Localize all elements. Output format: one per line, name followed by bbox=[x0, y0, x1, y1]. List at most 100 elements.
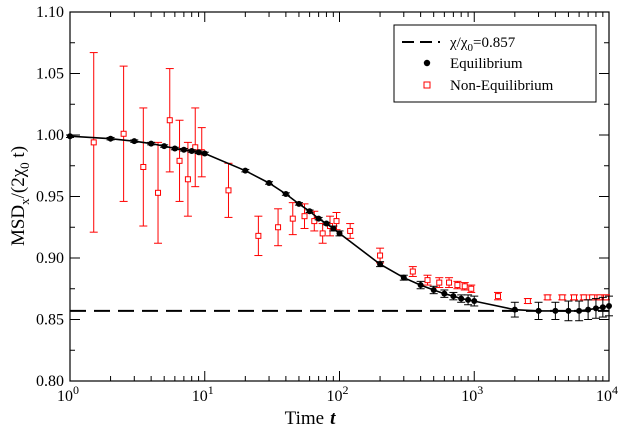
x-tick-label: 104 bbox=[596, 383, 618, 405]
legend-nonequilibrium-label: Non-Equilibrium bbox=[450, 78, 554, 94]
equilibrium-point bbox=[336, 230, 343, 237]
nonequilibrium-point bbox=[409, 268, 416, 275]
y-axis-title: MSDx/(2χ0 t) bbox=[8, 146, 32, 246]
x-tick-label: 102 bbox=[327, 383, 349, 405]
x-axis-title-var: t bbox=[330, 408, 336, 429]
nonequilibrium-point bbox=[446, 279, 453, 286]
equilibrium-point bbox=[450, 293, 457, 300]
nonequilibrium-point bbox=[347, 227, 354, 234]
equilibrium-point bbox=[131, 138, 138, 145]
equilibrium-point bbox=[180, 146, 187, 153]
legend-ref-suffix: =0.857 bbox=[473, 35, 516, 51]
equilibrium-point bbox=[161, 143, 168, 150]
equilibrium-series bbox=[66, 133, 613, 322]
legend-nonequilibrium-marker bbox=[423, 81, 431, 89]
equilibrium-point bbox=[195, 149, 202, 156]
nonequilibrium-point bbox=[275, 224, 282, 231]
equilibrium-point bbox=[148, 140, 155, 147]
equilibrium-point bbox=[535, 307, 542, 314]
nonequilibrium-point bbox=[311, 218, 318, 225]
y-tick-label: 1.05 bbox=[36, 66, 64, 83]
equilibrium-point bbox=[323, 220, 330, 227]
equilibrium-point bbox=[330, 225, 337, 232]
nonequilibrium-point bbox=[461, 283, 468, 290]
equilibrium-point bbox=[511, 306, 518, 313]
nonequilibrium-point bbox=[120, 130, 127, 137]
legend-reference-label: χ/χ0=0.857 bbox=[449, 35, 516, 54]
equilibrium-point bbox=[465, 296, 472, 303]
equilibrium-point bbox=[282, 191, 289, 198]
nonequilibrium-point bbox=[571, 294, 578, 301]
nonequilibrium-point bbox=[140, 163, 147, 170]
nonequilibrium-point bbox=[90, 139, 97, 146]
nonequilibrium-point bbox=[454, 282, 461, 289]
x-axis-title: Time t bbox=[285, 408, 336, 429]
equilibrium-point bbox=[417, 282, 424, 289]
equilibrium-point bbox=[377, 261, 384, 268]
y-axis-title-main: MSD bbox=[8, 205, 29, 246]
equilibrium-point bbox=[576, 307, 583, 314]
y-tick-label: 0.85 bbox=[36, 312, 64, 329]
equilibrium-point bbox=[599, 304, 606, 311]
equilibrium-point bbox=[592, 305, 599, 312]
y-tick-label: 1.10 bbox=[36, 4, 64, 21]
nonequilibrium-point bbox=[166, 117, 173, 124]
equilibrium-point bbox=[107, 135, 114, 142]
equilibrium-point bbox=[471, 298, 478, 305]
equilibrium-point bbox=[585, 306, 592, 313]
nonequilibrium-point bbox=[468, 285, 475, 292]
nonequilibrium-point bbox=[333, 218, 340, 225]
nonequilibrium-point bbox=[494, 293, 501, 300]
equilibrium-point bbox=[188, 147, 195, 154]
legend-ref-sub: 0 bbox=[467, 42, 473, 54]
legend-ref-prefix: χ/χ bbox=[449, 35, 468, 51]
y-tick-label: 0.95 bbox=[36, 189, 64, 206]
x-tick-label: 103 bbox=[461, 383, 483, 405]
equilibrium-point bbox=[266, 179, 273, 186]
nonequilibrium-point bbox=[424, 277, 431, 284]
y-axis-title-sub2: 0 bbox=[17, 162, 32, 169]
equilibrium-point bbox=[67, 133, 73, 140]
equilibrium-point bbox=[606, 302, 612, 309]
y-axis-title-end: t) bbox=[8, 146, 29, 162]
equilibrium-point bbox=[295, 200, 302, 207]
x-axis-title-text: Time bbox=[285, 408, 324, 429]
equilibrium-point bbox=[201, 150, 208, 157]
equilibrium-point bbox=[552, 307, 559, 314]
nonequilibrium-point bbox=[289, 215, 296, 222]
nonequilibrium-point bbox=[580, 294, 587, 301]
equilibrium-point bbox=[565, 307, 572, 314]
equilibrium-point bbox=[458, 295, 465, 302]
equilibrium-point bbox=[315, 215, 322, 222]
nonequilibrium-point bbox=[544, 294, 551, 301]
nonequilibrium-point bbox=[255, 232, 262, 239]
legend: χ/χ0=0.857 Equilibrium Non-Equilibrium bbox=[393, 24, 597, 103]
equilibrium-point bbox=[430, 286, 437, 293]
y-tick-label: 0.90 bbox=[36, 250, 64, 267]
equilibrium-point bbox=[242, 167, 249, 174]
equilibrium-point bbox=[441, 290, 448, 297]
y-axis-title-mid: /(2χ bbox=[8, 168, 29, 198]
nonequilibrium-point bbox=[589, 294, 596, 301]
nonequilibrium-point bbox=[319, 230, 326, 237]
equilibrium-point bbox=[306, 208, 313, 215]
x-tick-label: 100 bbox=[57, 383, 79, 405]
nonequilibrium-point bbox=[377, 252, 384, 259]
nonequilibrium-point bbox=[184, 176, 191, 183]
equilibrium-point bbox=[171, 145, 178, 152]
nonequilibrium-point bbox=[436, 279, 443, 286]
nonequilibrium-point bbox=[155, 189, 162, 196]
y-tick-label: 1.00 bbox=[36, 127, 64, 144]
axis-ticks bbox=[69, 11, 610, 382]
nonequilibrium-point bbox=[559, 294, 566, 301]
nonequilibrium-point bbox=[225, 187, 232, 194]
equilibrium-point bbox=[400, 274, 407, 281]
nonequilibrium-point bbox=[176, 157, 183, 164]
legend-equilibrium-label: Equilibrium bbox=[450, 56, 523, 72]
y-tick-labels: 0.80 0.85 0.90 0.95 1.00 1.05 1.10 bbox=[36, 4, 64, 390]
x-tick-labels: 100 101 102 103 104 bbox=[57, 383, 618, 405]
x-tick-label: 101 bbox=[192, 383, 214, 405]
nonequilibrium-point bbox=[301, 213, 308, 220]
y-axis-title-sub: x bbox=[17, 198, 32, 205]
